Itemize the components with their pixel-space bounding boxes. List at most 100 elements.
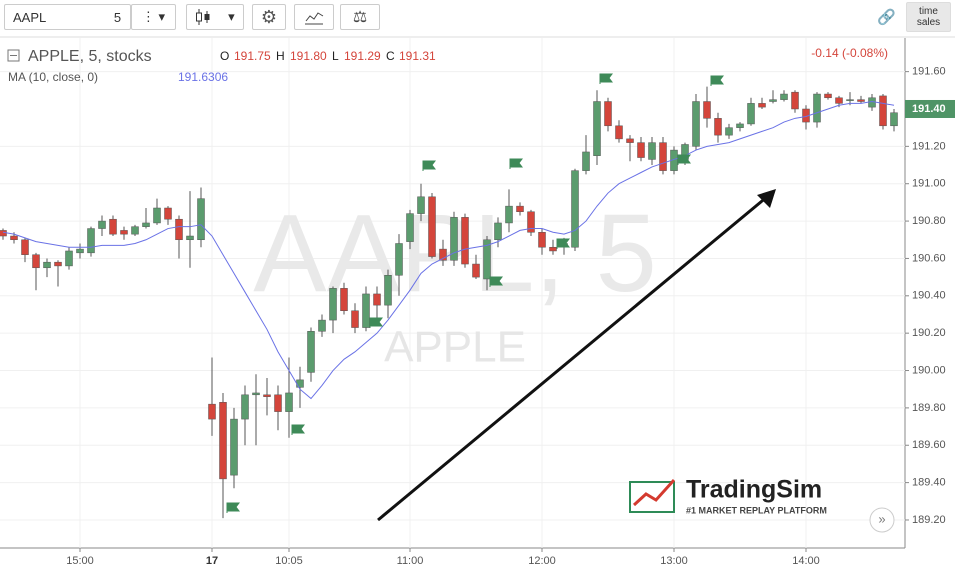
flag	[556, 238, 570, 249]
candle-body	[648, 142, 656, 160]
candle-body	[296, 379, 304, 388]
candle-body	[593, 101, 601, 156]
logo-icon	[629, 481, 675, 513]
link-icon[interactable]: 🔗	[877, 9, 896, 26]
candle-body	[120, 230, 128, 235]
candle-body	[527, 211, 535, 233]
candle-body	[340, 288, 348, 311]
candle-body	[109, 218, 117, 235]
scroll-icon: »	[878, 511, 885, 526]
ohlc-key: O	[220, 49, 229, 63]
y-tick-label: 191.60	[912, 66, 946, 78]
candle-body	[406, 213, 414, 242]
candle-body	[571, 170, 579, 248]
candle-body	[186, 235, 194, 241]
y-tick-label: 191.20	[912, 140, 946, 152]
candle-body	[98, 220, 106, 229]
candle-body	[505, 205, 513, 224]
x-tick-label: 14:00	[792, 555, 820, 567]
time-sales-label: time sales	[916, 6, 941, 28]
x-tick-label: 12:00	[528, 555, 556, 567]
candle-body	[241, 394, 249, 420]
interval-input[interactable]: 5	[104, 4, 131, 30]
flag	[710, 75, 724, 86]
change: -0.14 (-0.08%)	[811, 46, 888, 60]
y-tick-label: 190.00	[912, 364, 946, 376]
candle-body	[890, 112, 898, 127]
candle-body	[252, 392, 260, 396]
y-tick-label: 190.20	[912, 327, 946, 339]
indicators-button[interactable]	[294, 4, 334, 30]
candle-body	[758, 103, 766, 108]
flag	[291, 424, 305, 435]
flags	[226, 73, 724, 513]
logo: TradingSim #1 MARKET REPLAY PLATFORM	[629, 476, 827, 515]
candle-body	[494, 222, 502, 241]
candle-body	[329, 288, 337, 321]
candle-body	[868, 97, 876, 108]
candle-body	[131, 226, 139, 235]
candle-body	[197, 198, 205, 241]
candle-body	[516, 205, 524, 212]
y-tick-label: 189.20	[912, 514, 946, 526]
candle-body	[164, 207, 172, 220]
candle-body	[791, 91, 799, 110]
candle-body	[637, 142, 645, 158]
candle-body	[76, 248, 84, 254]
time-sales-button[interactable]: time sales	[906, 2, 951, 32]
candle-body	[32, 254, 40, 269]
collapse-icon[interactable]	[7, 49, 20, 62]
ma-line	[2, 101, 895, 400]
candle-body	[725, 127, 733, 136]
flag	[509, 158, 523, 169]
ohlc-key: L	[332, 49, 339, 63]
candle-body	[318, 319, 326, 332]
candle-body	[395, 243, 403, 276]
candle-body	[824, 93, 832, 99]
ohlc-key: C	[386, 49, 395, 63]
chart-type-button[interactable]: ▾	[186, 4, 244, 30]
grid	[0, 38, 905, 548]
candle-body	[274, 394, 282, 412]
candle-body	[703, 101, 711, 119]
candle-body	[175, 218, 183, 241]
candle-body	[582, 151, 590, 171]
flag	[422, 160, 436, 171]
logo-arrow	[632, 478, 676, 507]
last-price-badge	[905, 99, 955, 118]
settings-button[interactable]: ⚙	[252, 4, 286, 30]
candle-body	[230, 418, 238, 476]
ohlc-value: 191.31	[399, 49, 436, 63]
interval-menu[interactable]: ⋮ ▾	[131, 4, 176, 30]
ohlc-value: 191.80	[290, 49, 327, 63]
candle-body	[879, 95, 887, 127]
candle-body	[439, 248, 447, 261]
y-tick-label: 190.80	[912, 215, 946, 227]
candle-body	[351, 310, 359, 328]
candle-body	[285, 392, 293, 412]
flag	[677, 154, 691, 165]
scroll-button[interactable]	[869, 507, 895, 533]
flag	[489, 276, 503, 287]
candle-body	[10, 235, 18, 241]
candle-body	[736, 123, 744, 128]
interval: 5	[113, 9, 122, 25]
x-tick-label: 13:00	[660, 555, 688, 567]
candle-body	[65, 250, 73, 267]
candle-body	[747, 103, 755, 125]
arrow-head	[757, 189, 776, 208]
candle-body	[428, 196, 436, 257]
compare-button[interactable]: ⚖	[340, 4, 380, 30]
plot	[0, 86, 898, 519]
logo-tagline: #1 MARKET REPLAY PLATFORM	[686, 505, 827, 515]
candle-body	[472, 263, 480, 278]
y-tick-label: 190.60	[912, 252, 946, 264]
candle-body	[615, 125, 623, 140]
candle-body	[43, 261, 51, 269]
candle-body	[626, 138, 634, 143]
candle-body	[417, 196, 425, 214]
ohlc-value: 191.29	[344, 49, 381, 63]
symbol-input[interactable]: AAPL	[4, 4, 131, 30]
